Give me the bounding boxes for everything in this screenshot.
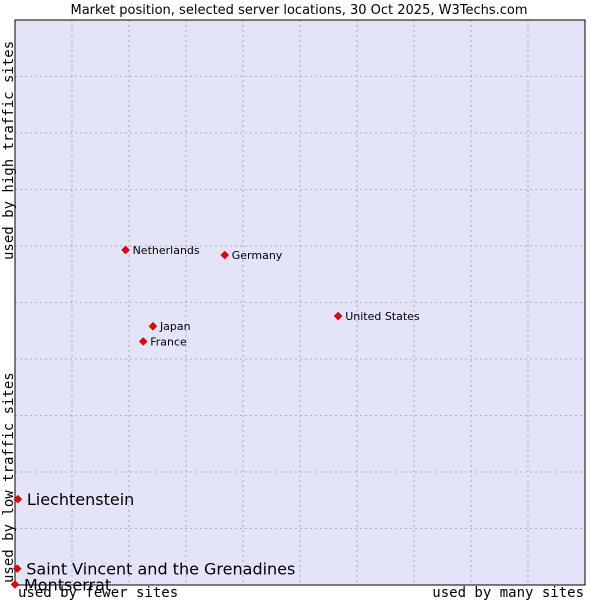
data-point-netherlands xyxy=(121,245,130,255)
data-label-montserrat: Montserrat xyxy=(24,575,111,594)
data-points: Netherlands Germany United States Japan Fran… xyxy=(10,244,420,594)
data-point-montserrat xyxy=(10,580,20,589)
y-axis-label-low: used by low traffic sites xyxy=(1,372,17,583)
x-axis-label-low: used by fewer sites xyxy=(18,585,178,600)
data-point-germany xyxy=(220,250,230,260)
data-point-united-states xyxy=(333,311,343,321)
data-label-netherlands: Netherlands xyxy=(133,244,200,257)
data-point-france xyxy=(138,337,148,346)
x-axis-label-high: used by many sites xyxy=(432,585,584,600)
data-point-japan xyxy=(148,321,158,331)
data-label-japan: Japan xyxy=(159,320,191,333)
y-axis-label-high: used by high traffic sites xyxy=(1,41,17,260)
data-label-germany: Germany xyxy=(232,249,283,262)
grid-lines xyxy=(15,20,585,585)
data-point-saint-vincent-and-the-grenadines xyxy=(12,564,22,573)
plot-border xyxy=(14,19,586,586)
data-label-france: France xyxy=(150,335,187,348)
data-label-united-states: United States xyxy=(345,310,420,323)
data-label-liechtenstein: Liechtenstein xyxy=(27,490,134,509)
data-label-saint-vincent-and-the-grenadines: Saint Vincent and the Grenadines xyxy=(26,560,295,579)
chart-title: Market position, selected server locatio… xyxy=(70,3,527,18)
data-point-liechtenstein xyxy=(13,494,23,504)
